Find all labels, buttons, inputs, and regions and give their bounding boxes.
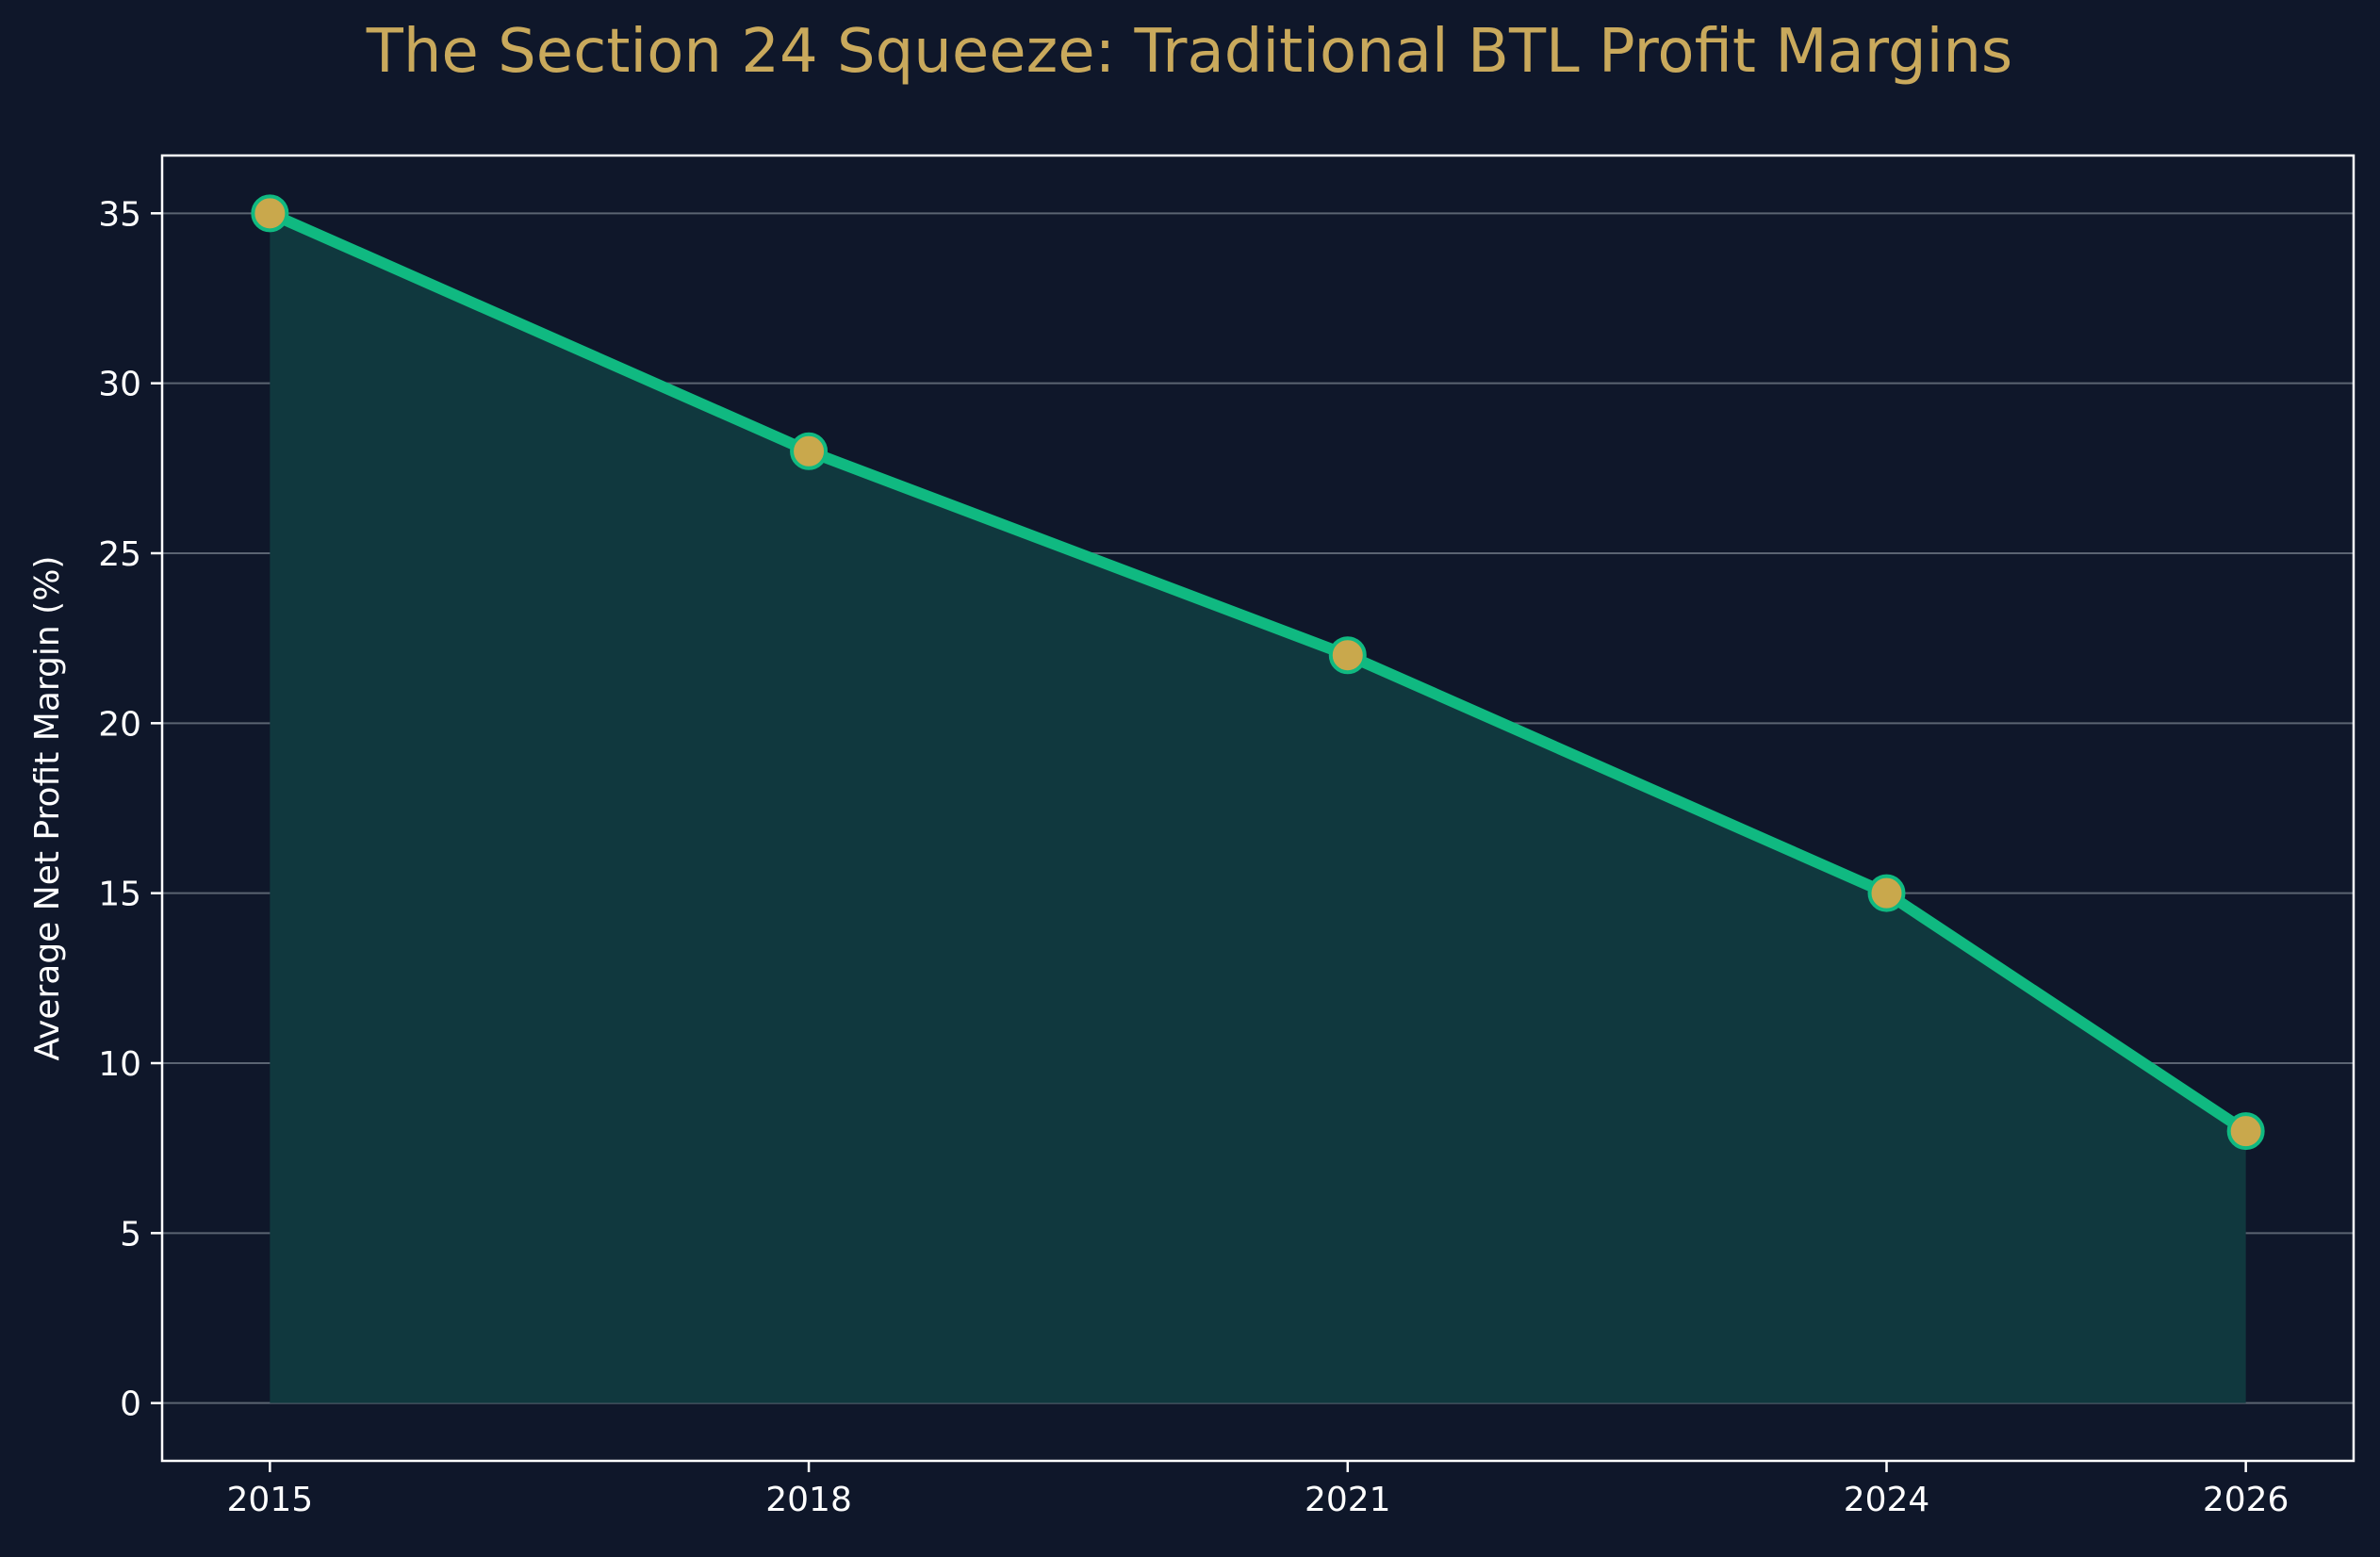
x-tick-label: 2018 — [765, 1481, 852, 1519]
data-points — [251, 194, 2265, 1151]
chart-title: The Section 24 Squeeze: Traditional BTL … — [366, 17, 2013, 87]
y-tick-label: 0 — [120, 1385, 141, 1424]
y-tick-label: 30 — [98, 366, 141, 404]
x-tick-label: 2021 — [1305, 1481, 1391, 1519]
x-axis-ticks: 2015 2018 2021 2024 2026 — [227, 1461, 2290, 1519]
y-tick-label: 25 — [98, 535, 141, 574]
x-tick-label: 2026 — [2203, 1481, 2290, 1519]
data-point — [1867, 874, 1906, 912]
data-point — [2226, 1112, 2265, 1151]
plot-frame — [160, 154, 2355, 1463]
y-tick-label: 10 — [98, 1045, 141, 1084]
data-point — [1328, 636, 1367, 675]
data-point — [790, 432, 829, 470]
y-tick-label: 20 — [98, 705, 141, 744]
x-tick-label: 2015 — [227, 1481, 314, 1519]
y-axis-label: Average Net Profit Margin (%) — [28, 556, 67, 1061]
y-tick-label: 35 — [98, 195, 141, 234]
x-tick-label: 2024 — [1844, 1481, 1930, 1519]
y-axis-ticks: 0 5 10 15 20 25 30 35 — [98, 195, 162, 1424]
y-tick-label: 5 — [120, 1215, 141, 1254]
y-tick-label: 15 — [98, 876, 141, 914]
data-point — [251, 194, 289, 233]
area-fill — [270, 213, 2246, 1403]
